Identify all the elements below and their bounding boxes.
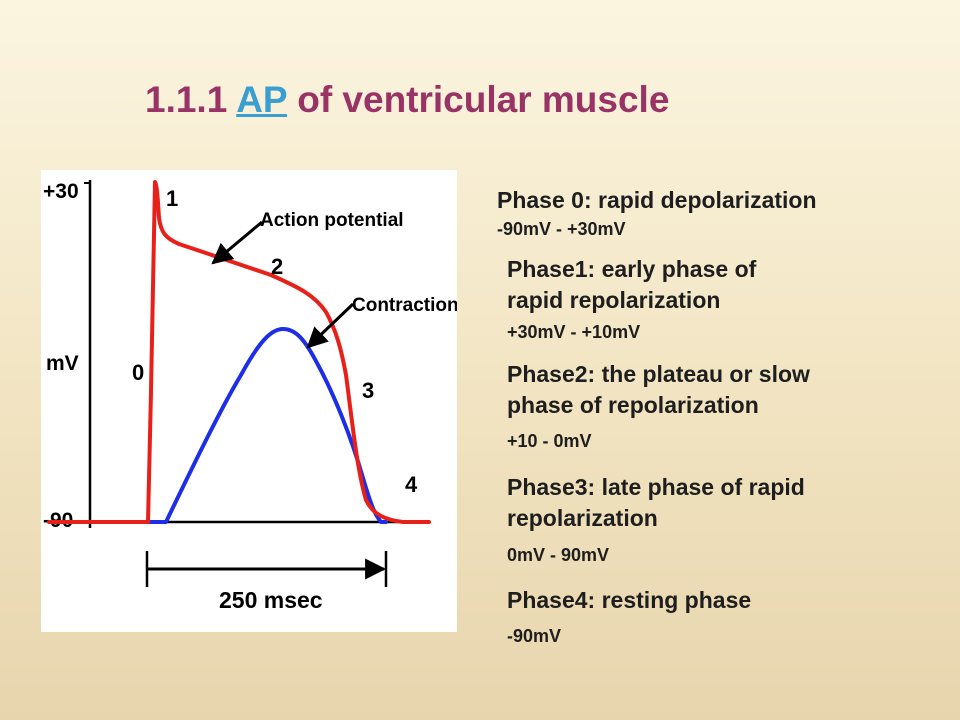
contraction-pointer [306, 302, 355, 349]
phase-2-title: Phase2: the plateau or slow phase of repo… [507, 361, 810, 418]
slide-title: 1.1.1 AP of ventricular muscle [145, 78, 669, 122]
phase-3-range: 0mV - 90mV [507, 545, 610, 565]
phase-3-title: Phase3: late phase of rapid repolarizatio… [507, 474, 805, 531]
title-prefix: 1.1.1 [145, 79, 237, 120]
phase-4-range: -90mV [507, 626, 562, 646]
phase-number-3: 3 [362, 378, 374, 403]
ap-link[interactable]: AP [236, 79, 287, 120]
phase-0-title: Phase 0: rapid depolarization [497, 187, 817, 213]
action-potential-curve [47, 180, 431, 524]
action-potential-label: Action potential [260, 210, 404, 231]
phase-2-range: +10 - 0mV [507, 431, 592, 451]
action-potential-figure: +30 -90 mV 0 1 2 3 4 Action potential Co… [41, 170, 457, 632]
phase-1-title: Phase1: early phase of rapid repolarizati… [507, 256, 757, 313]
contraction-label: Contraction [352, 295, 457, 316]
y-tick-label-top: +30 [43, 180, 79, 203]
phase-number-1: 1 [166, 186, 178, 211]
action-potential-pointer [211, 220, 263, 265]
phase-0-range: -90mV - +30mV [497, 219, 626, 239]
phase-1-range: +30mV - +10mV [507, 322, 641, 342]
phase-number-0: 0 [132, 360, 144, 385]
contraction-curve [145, 327, 388, 524]
time-label: 250 msec [219, 587, 323, 613]
figure-svg: +30 -90 mV 0 1 2 3 4 Action potential Co… [43, 180, 457, 613]
phase-number-4: 4 [405, 472, 418, 497]
title-suffix: of ventricular muscle [286, 79, 670, 120]
phase-number-2: 2 [271, 254, 283, 279]
phase-4-title: Phase4: resting phase [507, 587, 752, 613]
y-unit-label: mV [46, 352, 79, 375]
